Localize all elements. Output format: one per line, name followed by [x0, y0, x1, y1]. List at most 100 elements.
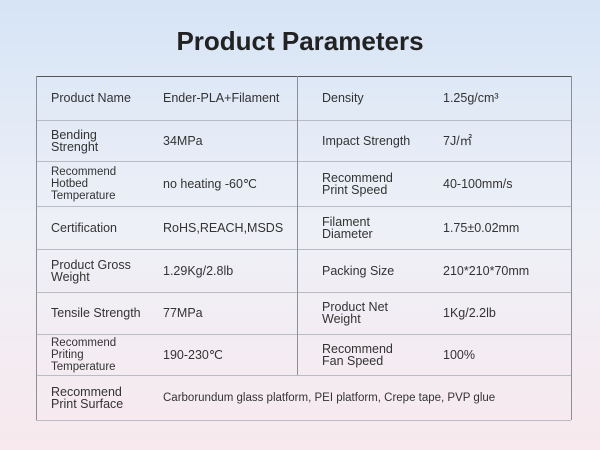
text-line: Ender-PLA+Filament	[163, 91, 280, 105]
param-label: Recommend Print Speed	[322, 161, 427, 206]
table-border	[571, 334, 572, 375]
param-label: Product Name	[51, 76, 156, 120]
text-line: 1.29Kg/2.8lb	[163, 263, 234, 278]
text-line: Carborundum glass platform, PEI platform…	[163, 391, 496, 404]
table-border	[571, 206, 572, 249]
text-line: Recommend	[51, 384, 122, 399]
row-divider	[36, 161, 571, 162]
table-border	[36, 334, 37, 375]
param-label: Recommend Hotbed Temperature	[51, 161, 156, 206]
row-divider	[36, 292, 571, 293]
table-border	[36, 206, 37, 249]
param-label: Tensile Strength	[51, 292, 156, 334]
column-divider	[297, 76, 298, 120]
param-value: 1Kg/2.2lb	[443, 292, 573, 334]
column-divider	[297, 292, 298, 334]
param-value: 1.75±0.02mm	[443, 206, 573, 249]
text-line: no heating -60℃	[163, 176, 257, 191]
title: Product Parameters	[176, 26, 424, 56]
column-divider	[297, 206, 298, 249]
text-line: 1.25g/cm³	[443, 91, 499, 105]
text-line: RoHS,REACH,MSDS	[163, 220, 284, 235]
text-line: Product Net	[322, 300, 389, 314]
param-label: Certification	[51, 206, 156, 249]
text-line: 210*210*70mm	[443, 263, 530, 278]
param-label: Product Net Weight	[322, 292, 427, 334]
table-border	[571, 249, 572, 292]
text-line: Product Name	[51, 91, 131, 105]
text-line: 1.75±0.02mm	[443, 220, 520, 235]
text-line: 40-100mm/s	[443, 176, 513, 191]
text-line: Recommend	[322, 341, 393, 356]
param-label: Recommend Print Surface	[51, 375, 156, 420]
text-line: Density	[322, 91, 364, 105]
table-border	[571, 120, 572, 161]
text-line: Diameter	[322, 226, 373, 241]
text-line: Fan Speed	[322, 353, 384, 368]
param-value: no heating -60℃	[163, 161, 293, 206]
text-line: Print Surface	[51, 396, 124, 411]
text-line: 77MPa	[163, 306, 203, 320]
column-divider	[297, 120, 298, 161]
table-border	[571, 76, 572, 120]
text-line: Recommend	[51, 165, 117, 178]
param-label: Product Gross Weight	[51, 249, 156, 292]
table-border	[36, 161, 37, 206]
param-label: Recommend Fan Speed	[322, 334, 427, 375]
column-divider	[297, 249, 298, 292]
param-value: 100%	[443, 334, 573, 375]
table-border	[36, 76, 571, 77]
text-line: Recommend	[322, 170, 393, 185]
row-divider	[36, 206, 571, 207]
param-value: RoHS,REACH,MSDS	[163, 206, 293, 249]
text-line: Strenght	[51, 139, 99, 154]
param-value: 1.29Kg/2.8lb	[163, 249, 293, 292]
text-line: Priting	[51, 348, 84, 361]
text-line: 34MPa	[163, 133, 203, 148]
param-value: 7J/㎡	[443, 120, 573, 161]
text-line: Filament	[322, 214, 370, 229]
param-value: 77MPa	[163, 292, 293, 334]
table-border	[36, 249, 37, 292]
table-border	[36, 76, 37, 120]
param-label: Density	[322, 76, 427, 120]
text-line: Weight	[51, 269, 90, 284]
row-divider	[36, 249, 571, 250]
text-line: Recommend	[51, 336, 117, 349]
text-line: Bending	[51, 127, 97, 142]
param-label: Bending Strenght	[51, 120, 156, 161]
param-value: 190-230℃	[163, 334, 293, 375]
row-divider	[36, 334, 571, 335]
param-value: 34MPa	[163, 120, 293, 161]
text-line: Packing Size	[322, 263, 395, 278]
column-divider	[297, 334, 298, 375]
row-divider	[36, 375, 571, 376]
param-label: Recommend Priting Temperature	[51, 334, 156, 375]
text-line: 190-230℃	[163, 347, 223, 362]
text-line: Tensile Strength	[51, 306, 141, 320]
param-label: Impact Strength	[322, 120, 427, 161]
text-line: 7J/㎡	[443, 133, 473, 148]
column-divider	[297, 161, 298, 206]
param-value: Ender-PLA+Filament	[163, 76, 293, 120]
param-value: 40-100mm/s	[443, 161, 573, 206]
text-line: Hotbed	[51, 177, 89, 190]
text-line: Temperature	[51, 189, 116, 202]
text-line: Certification	[51, 220, 117, 235]
table-border	[571, 161, 572, 206]
text-line: Weight	[322, 312, 361, 326]
row-divider	[36, 420, 571, 421]
table-border	[571, 292, 572, 334]
text-line: 1Kg/2.2lb	[443, 306, 496, 320]
param-value: 210*210*70mm	[443, 249, 573, 292]
param-label: Packing Size	[322, 249, 427, 292]
text-line: Impact Strength	[322, 133, 411, 148]
text-line: Print Speed	[322, 182, 388, 197]
text-line: Product Gross	[51, 257, 131, 272]
table-border	[36, 375, 37, 420]
param-value: Carborundum glass platform, PEI platform…	[163, 375, 571, 420]
table-border	[36, 120, 37, 161]
table-border	[36, 292, 37, 334]
text-line: Temperature	[51, 360, 116, 373]
